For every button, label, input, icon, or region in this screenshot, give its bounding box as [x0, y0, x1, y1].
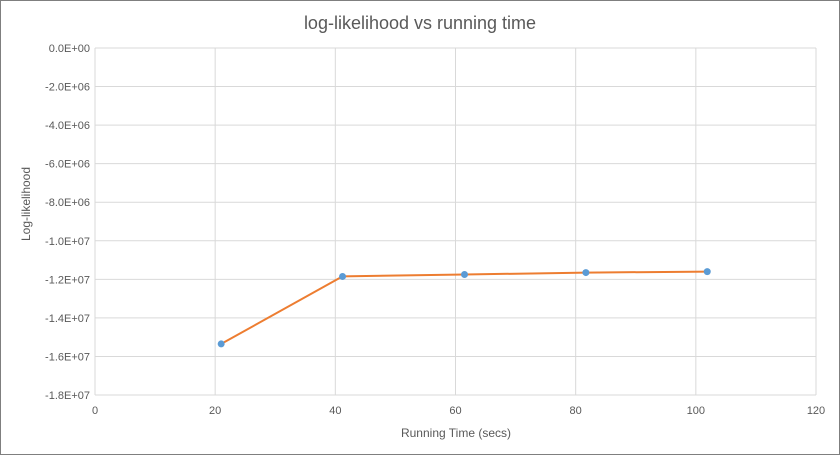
chart-title: log-likelihood vs running time [304, 13, 536, 33]
series [217, 268, 711, 348]
y-tick-label: -1.6E+07 [45, 351, 90, 363]
x-tick-label: 20 [209, 405, 221, 417]
x-axis-ticks: 0 20 40 60 80 100 120 [92, 405, 825, 417]
y-axis-label: Log-likelihood [19, 167, 33, 241]
data-point [339, 272, 347, 280]
x-tick-label: 120 [807, 405, 825, 417]
y-tick-label: -1.4E+07 [45, 313, 90, 325]
x-tick-label: 80 [570, 405, 582, 417]
y-axis-ticks: 0.0E+00 -2.0E+06 -4.0E+06 -6.0E+06 -8.0E+06 -… [45, 43, 90, 402]
x-tick-label: 0 [92, 405, 98, 417]
y-tick-label: -8.0E+06 [45, 197, 90, 209]
data-point [461, 271, 469, 279]
gridlines [94, 47, 817, 396]
y-tick-label: -2.0E+06 [45, 82, 90, 94]
x-tick-label: 40 [329, 405, 341, 417]
x-tick-label: 100 [687, 405, 705, 417]
x-axis-label: Running Time (secs) [401, 426, 511, 440]
series-line [220, 270, 708, 345]
y-tick-label: 0.0E+00 [49, 43, 90, 55]
data-point [582, 269, 590, 277]
data-point [217, 340, 225, 348]
y-tick-label: -6.0E+06 [45, 159, 90, 171]
data-point [703, 268, 711, 276]
x-tick-label: 60 [449, 405, 461, 417]
y-tick-label: -1.2E+07 [45, 274, 90, 286]
y-tick-label: -4.0E+06 [45, 120, 90, 132]
y-tick-label: -1.0E+07 [45, 236, 90, 248]
y-tick-label: -1.8E+07 [45, 390, 90, 402]
